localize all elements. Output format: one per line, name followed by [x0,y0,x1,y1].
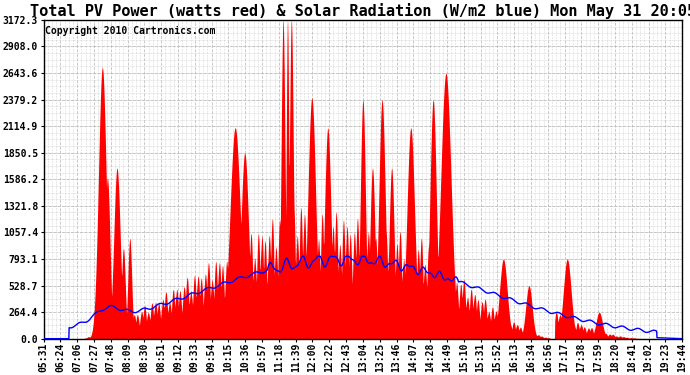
Title: Total PV Power (watts red) & Solar Radiation (W/m2 blue) Mon May 31 20:05: Total PV Power (watts red) & Solar Radia… [30,3,690,19]
Text: Copyright 2010 Cartronics.com: Copyright 2010 Cartronics.com [45,26,215,36]
